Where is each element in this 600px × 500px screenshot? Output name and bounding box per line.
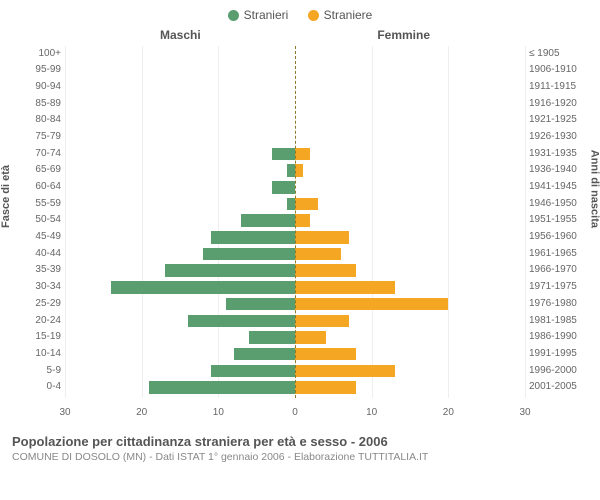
male-side-title: Maschi [160,28,201,42]
age-label: 15-19 [23,329,61,346]
female-bar [295,231,349,244]
age-label: 40-44 [23,246,61,263]
male-bar [165,264,295,277]
birth-year-label: 1936-1940 [529,162,587,179]
male-bar [287,198,295,211]
birth-year-label: 1911-1915 [529,79,587,96]
birth-year-label: 1946-1950 [529,196,587,213]
legend-female: Straniere [308,8,373,22]
male-bar [111,281,295,294]
age-label: 5-9 [23,363,61,380]
female-bar [295,198,318,211]
age-label: 85-89 [23,96,61,113]
male-bar [241,214,295,227]
female-side-title: Femmine [377,28,430,42]
female-bar [295,214,310,227]
male-bar [272,148,295,161]
bars-area: 3020100102030100+≤ 190595-991906-191090-… [65,46,525,398]
legend-male-label: Stranieri [244,8,289,22]
birth-year-label: 1996-2000 [529,363,587,380]
age-label: 45-49 [23,229,61,246]
y-axis-right-label: Anni di nascita [588,149,600,227]
age-label: 65-69 [23,162,61,179]
female-bar [295,164,303,177]
female-bar [295,298,448,311]
male-bar [272,181,295,194]
chart-caption: Popolazione per cittadinanza straniera p… [0,428,600,463]
birth-year-label: 1961-1965 [529,246,587,263]
age-label: 70-74 [23,146,61,163]
male-bar [211,365,295,378]
birth-year-label: 1921-1925 [529,112,587,129]
legend-female-swatch [308,10,319,21]
age-label: 60-64 [23,179,61,196]
male-bar [234,348,295,361]
birth-year-label: 1981-1985 [529,313,587,330]
male-bar [188,315,295,328]
birth-year-label: 1906-1910 [529,62,587,79]
female-bar [295,365,395,378]
age-label: 35-39 [23,262,61,279]
birth-year-label: ≤ 1905 [529,46,587,63]
age-label: 25-29 [23,296,61,313]
birth-year-label: 1956-1960 [529,229,587,246]
female-bar [295,248,341,261]
birth-year-label: 1966-1970 [529,262,587,279]
chart-legend: Stranieri Straniere [0,0,600,28]
x-tick-label: 0 [292,407,298,418]
x-tick-label: 30 [519,407,530,418]
plot-area: Maschi Femmine Fasce di età Anni di nasc… [0,28,600,428]
male-bar [149,381,295,394]
birth-year-label: 1931-1935 [529,146,587,163]
birth-year-label: 1926-1930 [529,129,587,146]
female-bar [295,281,395,294]
x-tick-label: 10 [213,407,224,418]
gridline [525,46,526,398]
female-bar [295,148,310,161]
female-bar [295,315,349,328]
age-label: 80-84 [23,112,61,129]
age-label: 95-99 [23,62,61,79]
age-label: 30-34 [23,279,61,296]
female-bar [295,331,326,344]
x-tick-label: 10 [366,407,377,418]
legend-female-label: Straniere [324,8,373,22]
legend-male-swatch [228,10,239,21]
male-bar [287,164,295,177]
male-bar [211,231,295,244]
age-label: 100+ [23,46,61,63]
y-axis-left-label: Fasce di età [0,165,12,228]
x-tick-label: 20 [136,407,147,418]
age-label: 50-54 [23,212,61,229]
female-bar [295,381,356,394]
age-label: 20-24 [23,313,61,330]
population-pyramid-chart: Stranieri Straniere Maschi Femmine Fasce… [0,0,600,500]
legend-male: Stranieri [228,8,289,22]
caption-subtitle: COMUNE DI DOSOLO (MN) - Dati ISTAT 1° ge… [12,451,588,463]
female-bar [295,348,356,361]
birth-year-label: 1951-1955 [529,212,587,229]
birth-year-label: 1971-1975 [529,279,587,296]
age-label: 10-14 [23,346,61,363]
age-label: 0-4 [23,379,61,396]
age-label: 90-94 [23,79,61,96]
male-bar [203,248,295,261]
birth-year-label: 1941-1945 [529,179,587,196]
caption-title: Popolazione per cittadinanza straniera p… [12,434,588,449]
center-axis-line [295,46,296,398]
male-bar [249,331,295,344]
birth-year-label: 1976-1980 [529,296,587,313]
birth-year-label: 2001-2005 [529,379,587,396]
female-bar [295,264,356,277]
x-tick-label: 30 [59,407,70,418]
birth-year-label: 1986-1990 [529,329,587,346]
x-tick-label: 20 [443,407,454,418]
birth-year-label: 1916-1920 [529,96,587,113]
age-label: 55-59 [23,196,61,213]
birth-year-label: 1991-1995 [529,346,587,363]
male-bar [226,298,295,311]
age-label: 75-79 [23,129,61,146]
